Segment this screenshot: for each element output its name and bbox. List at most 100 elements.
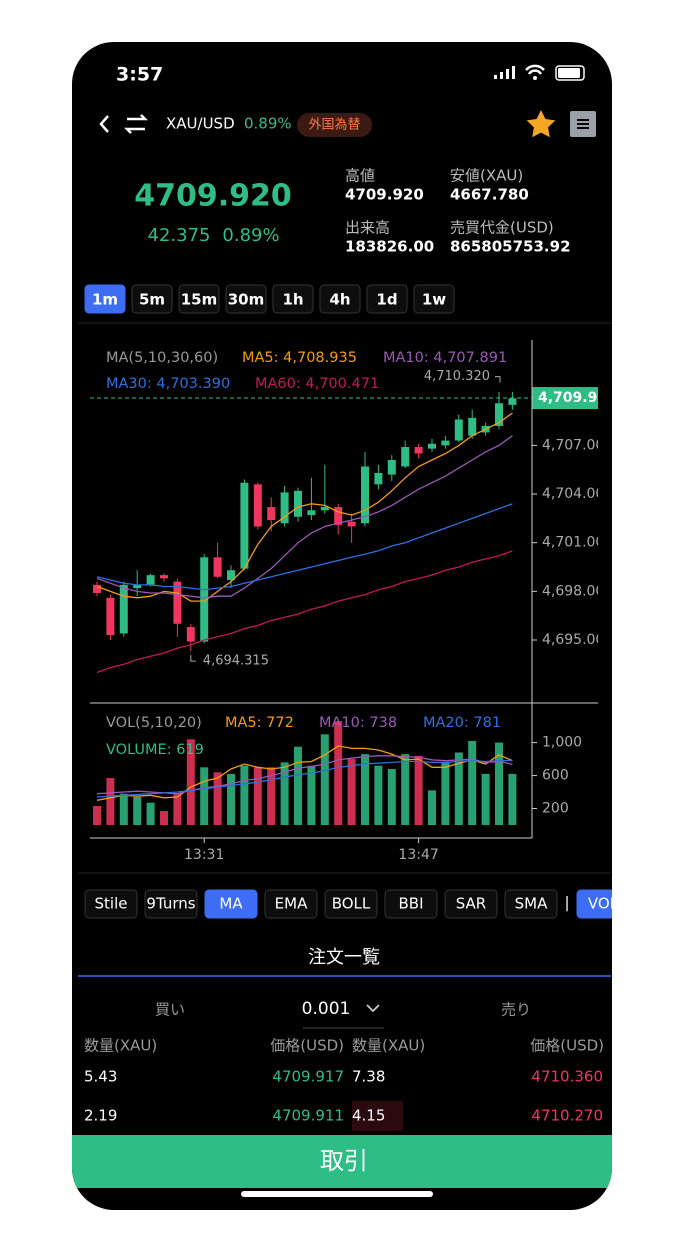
trade-button-label[interactable]: 取引: [320, 1147, 368, 1175]
favorite-star[interactable]: [526, 110, 556, 138]
volume-bar: [213, 772, 222, 825]
indicator-tab[interactable]: [324, 889, 378, 919]
volume-bar: [280, 762, 289, 825]
volume-bar: [307, 765, 316, 825]
interval-label[interactable]: 4h: [329, 291, 350, 309]
price-tick-label: 4,698.00: [542, 583, 604, 599]
price-tick-label: 4,707.00: [542, 437, 604, 453]
indicator-tab[interactable]: [504, 889, 558, 919]
vol-ma20-legend: MA20: 781: [423, 715, 501, 731]
volume-bar: [441, 762, 450, 825]
indicator-label[interactable]: EMA: [275, 895, 308, 913]
indicator-label[interactable]: SAR: [456, 895, 486, 913]
candle-body: [240, 482, 249, 569]
interval-tab[interactable]: [225, 284, 267, 314]
stat-label: 出来高: [345, 219, 390, 237]
indicator-label[interactable]: BBI: [398, 895, 423, 913]
interval-tab[interactable]: [272, 284, 314, 314]
ma10-legend: MA10: 4,707.891: [383, 350, 507, 366]
candle-body: [146, 575, 155, 585]
volume-ma-line: [96, 759, 513, 798]
wifi-dot: [533, 76, 537, 80]
interval-label[interactable]: 1h: [282, 291, 303, 309]
pair-name[interactable]: XAU/USD: [166, 115, 235, 133]
switch-button[interactable]: [123, 114, 149, 134]
volume-bar: [320, 734, 329, 825]
interval-label[interactable]: 15m: [181, 291, 218, 309]
ma-line: [96, 435, 513, 599]
volume-bar: [454, 752, 463, 825]
volume-bar: [227, 773, 235, 825]
volume-bar: [146, 802, 155, 825]
last-price-tag: [532, 387, 598, 410]
book-cell: 4709.911: [272, 1107, 344, 1125]
interval-tab[interactable]: [178, 284, 220, 314]
volume-bar: [495, 742, 503, 825]
last-price-tag-label: 4,709.92: [538, 390, 607, 406]
order-book-tab[interactable]: 注文一覧: [308, 947, 380, 968]
low-label: 4,694.315: [203, 654, 269, 669]
candle-body: [495, 403, 503, 426]
volume-bar: [186, 739, 195, 825]
indicator-tab[interactable]: [384, 889, 438, 919]
interval-label[interactable]: 1w: [422, 291, 446, 309]
indicator-label[interactable]: VOL: [588, 895, 619, 913]
indicator-tab[interactable]: [264, 889, 318, 919]
indicator-tabs: Stile 9Turns MA EMA BOLL BBI SAR SMA VOL |: [84, 889, 629, 919]
price-change: 42.375: [148, 225, 211, 246]
indicator-label[interactable]: SMA: [515, 895, 548, 913]
depth-bar: [352, 1101, 403, 1131]
book-cell: 4.15: [352, 1107, 385, 1125]
volume-bar: [481, 773, 490, 825]
indicator-tab[interactable]: [444, 889, 498, 919]
price-tick-label: 4,704.00: [542, 486, 604, 502]
interval-tab[interactable]: [131, 284, 173, 314]
price-axis-labels: 4,707.00 4,704.00 4,701.00 4,698.00 4,695.00…: [532, 387, 607, 817]
interval-tab[interactable]: [84, 284, 126, 314]
signal-icon: [494, 66, 515, 79]
candle-body: [441, 440, 450, 446]
stat-value: 4709.920: [345, 186, 424, 204]
price-tick-label: 4,701.00: [542, 535, 604, 551]
trade-button[interactable]: [72, 1135, 612, 1188]
candle-body: [320, 507, 329, 511]
vol-legend-title: VOL(5,10,20): [106, 715, 202, 731]
candle-body: [160, 575, 168, 579]
indicator-label[interactable]: BOLL: [332, 895, 371, 913]
ma60-legend: MA60: 4,700.471: [255, 376, 379, 392]
indicator-label[interactable]: Stile: [95, 895, 128, 913]
interval-label[interactable]: 1m: [92, 291, 118, 309]
indicator-label[interactable]: 9Turns: [146, 895, 195, 913]
order-book: 数量(XAU) 価格(USD) 数量(XAU) 価格(USD) 5.43 4709.917…: [84, 1037, 604, 1125]
interval-tab[interactable]: [413, 284, 455, 314]
interval-label[interactable]: 30m: [228, 291, 265, 309]
ma-line: [96, 550, 513, 674]
interval-label[interactable]: 1d: [376, 291, 397, 309]
step-chevron[interactable]: [366, 1004, 380, 1013]
step-select[interactable]: 0.001: [302, 999, 351, 1019]
interval-label[interactable]: 5m: [139, 291, 165, 309]
indicator-tab[interactable]: [204, 889, 258, 919]
book-cell: 2.19: [84, 1107, 117, 1125]
book-header: 価格(USD): [530, 1037, 604, 1055]
volume-bar: [414, 755, 423, 825]
interval-tab[interactable]: [319, 284, 361, 314]
volume-bar: [428, 790, 436, 825]
candle-body: [414, 447, 423, 454]
high-marker: [495, 376, 501, 383]
indicator-tab[interactable]: [84, 889, 138, 919]
indicator-tab[interactable]: [576, 889, 629, 919]
back-button[interactable]: [99, 115, 109, 133]
volume-legend: VOLUME: 619: [106, 742, 204, 758]
volume-bar: [267, 767, 276, 825]
volume-bar: [334, 721, 343, 825]
battery: [555, 65, 585, 81]
indicator-tab[interactable]: [144, 889, 198, 919]
interval-tab[interactable]: [366, 284, 408, 314]
candle-body: [454, 419, 463, 441]
indicator-label[interactable]: MA: [219, 895, 243, 913]
last-price: 4709.920: [134, 179, 292, 214]
stat-value: 183826.00: [345, 238, 434, 256]
